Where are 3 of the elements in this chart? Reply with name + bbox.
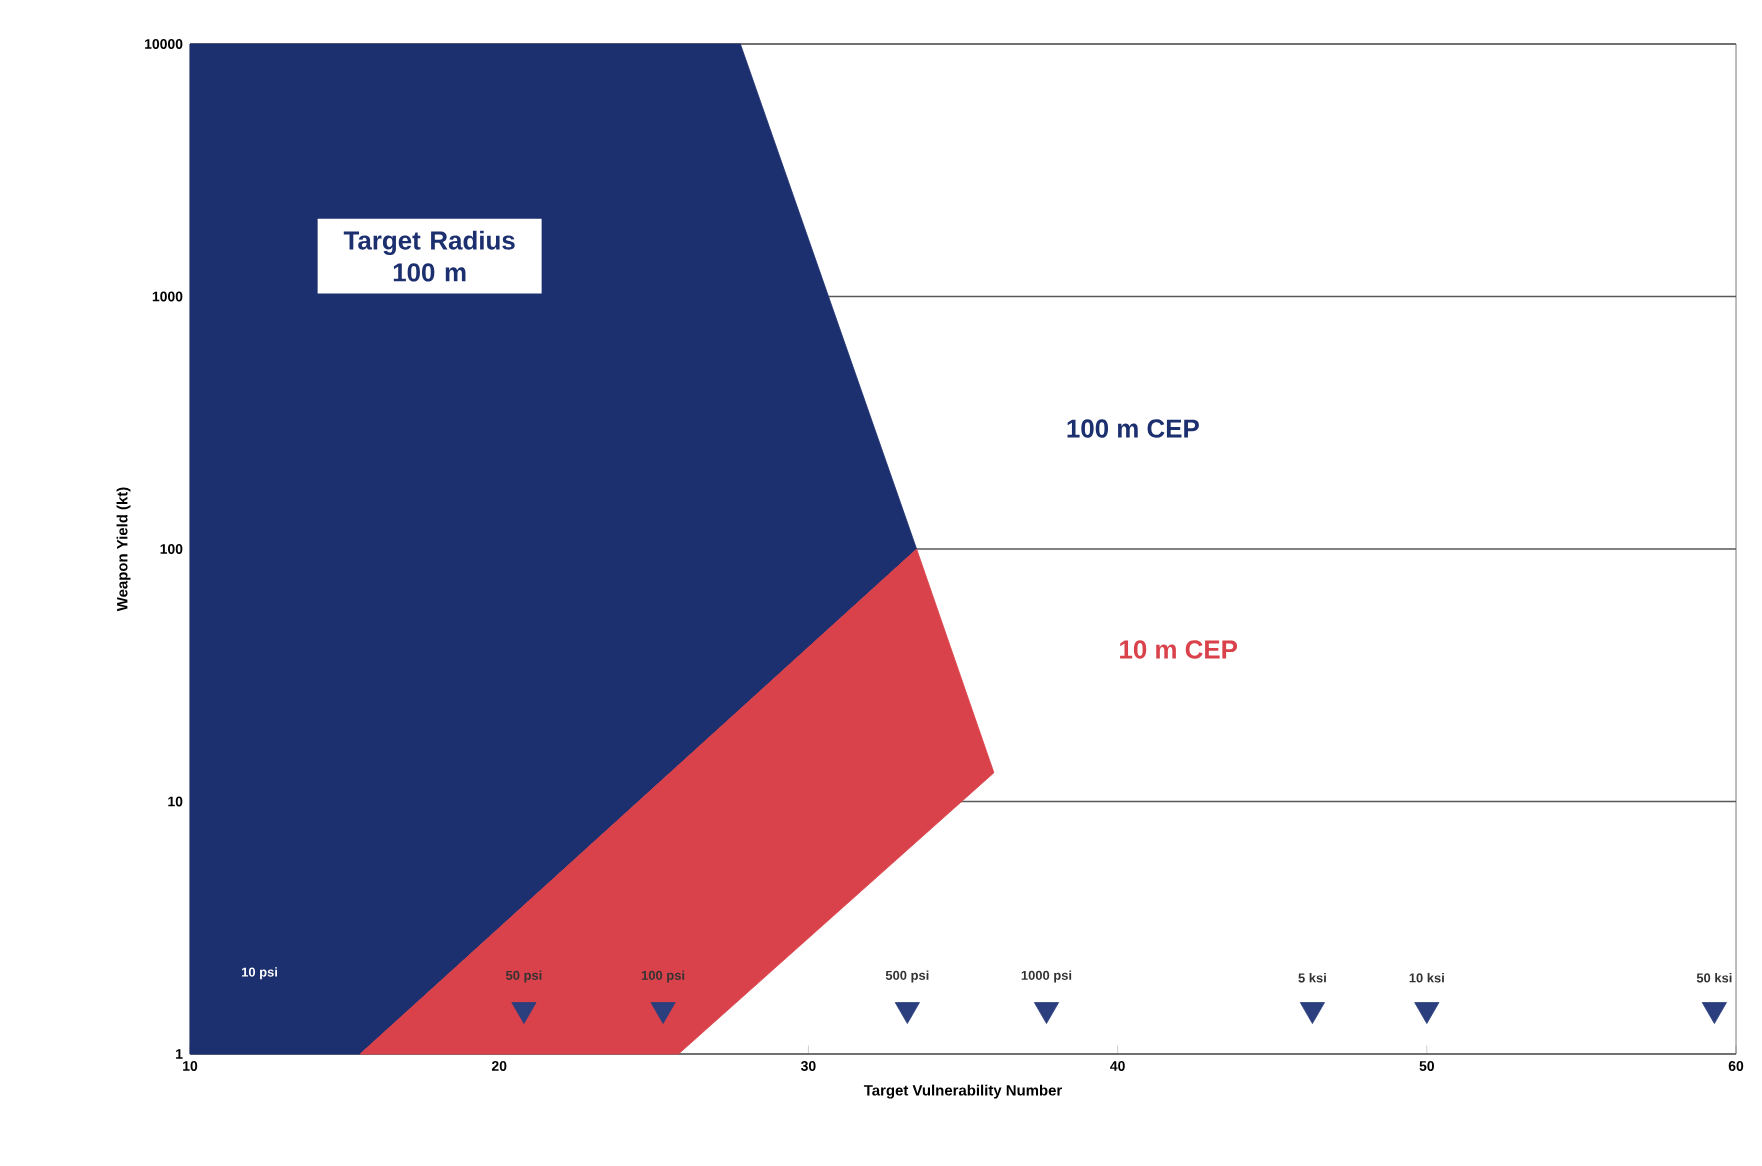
text: 100 m CEP [1067,419,1199,438]
annotation: Target Radius 100 m [343,230,515,282]
text: 10 m CEP [1120,640,1238,659]
